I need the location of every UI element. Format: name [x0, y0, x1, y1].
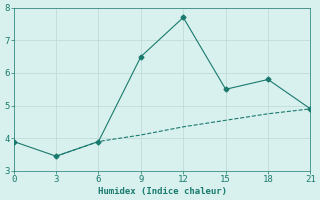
X-axis label: Humidex (Indice chaleur): Humidex (Indice chaleur) — [98, 187, 227, 196]
